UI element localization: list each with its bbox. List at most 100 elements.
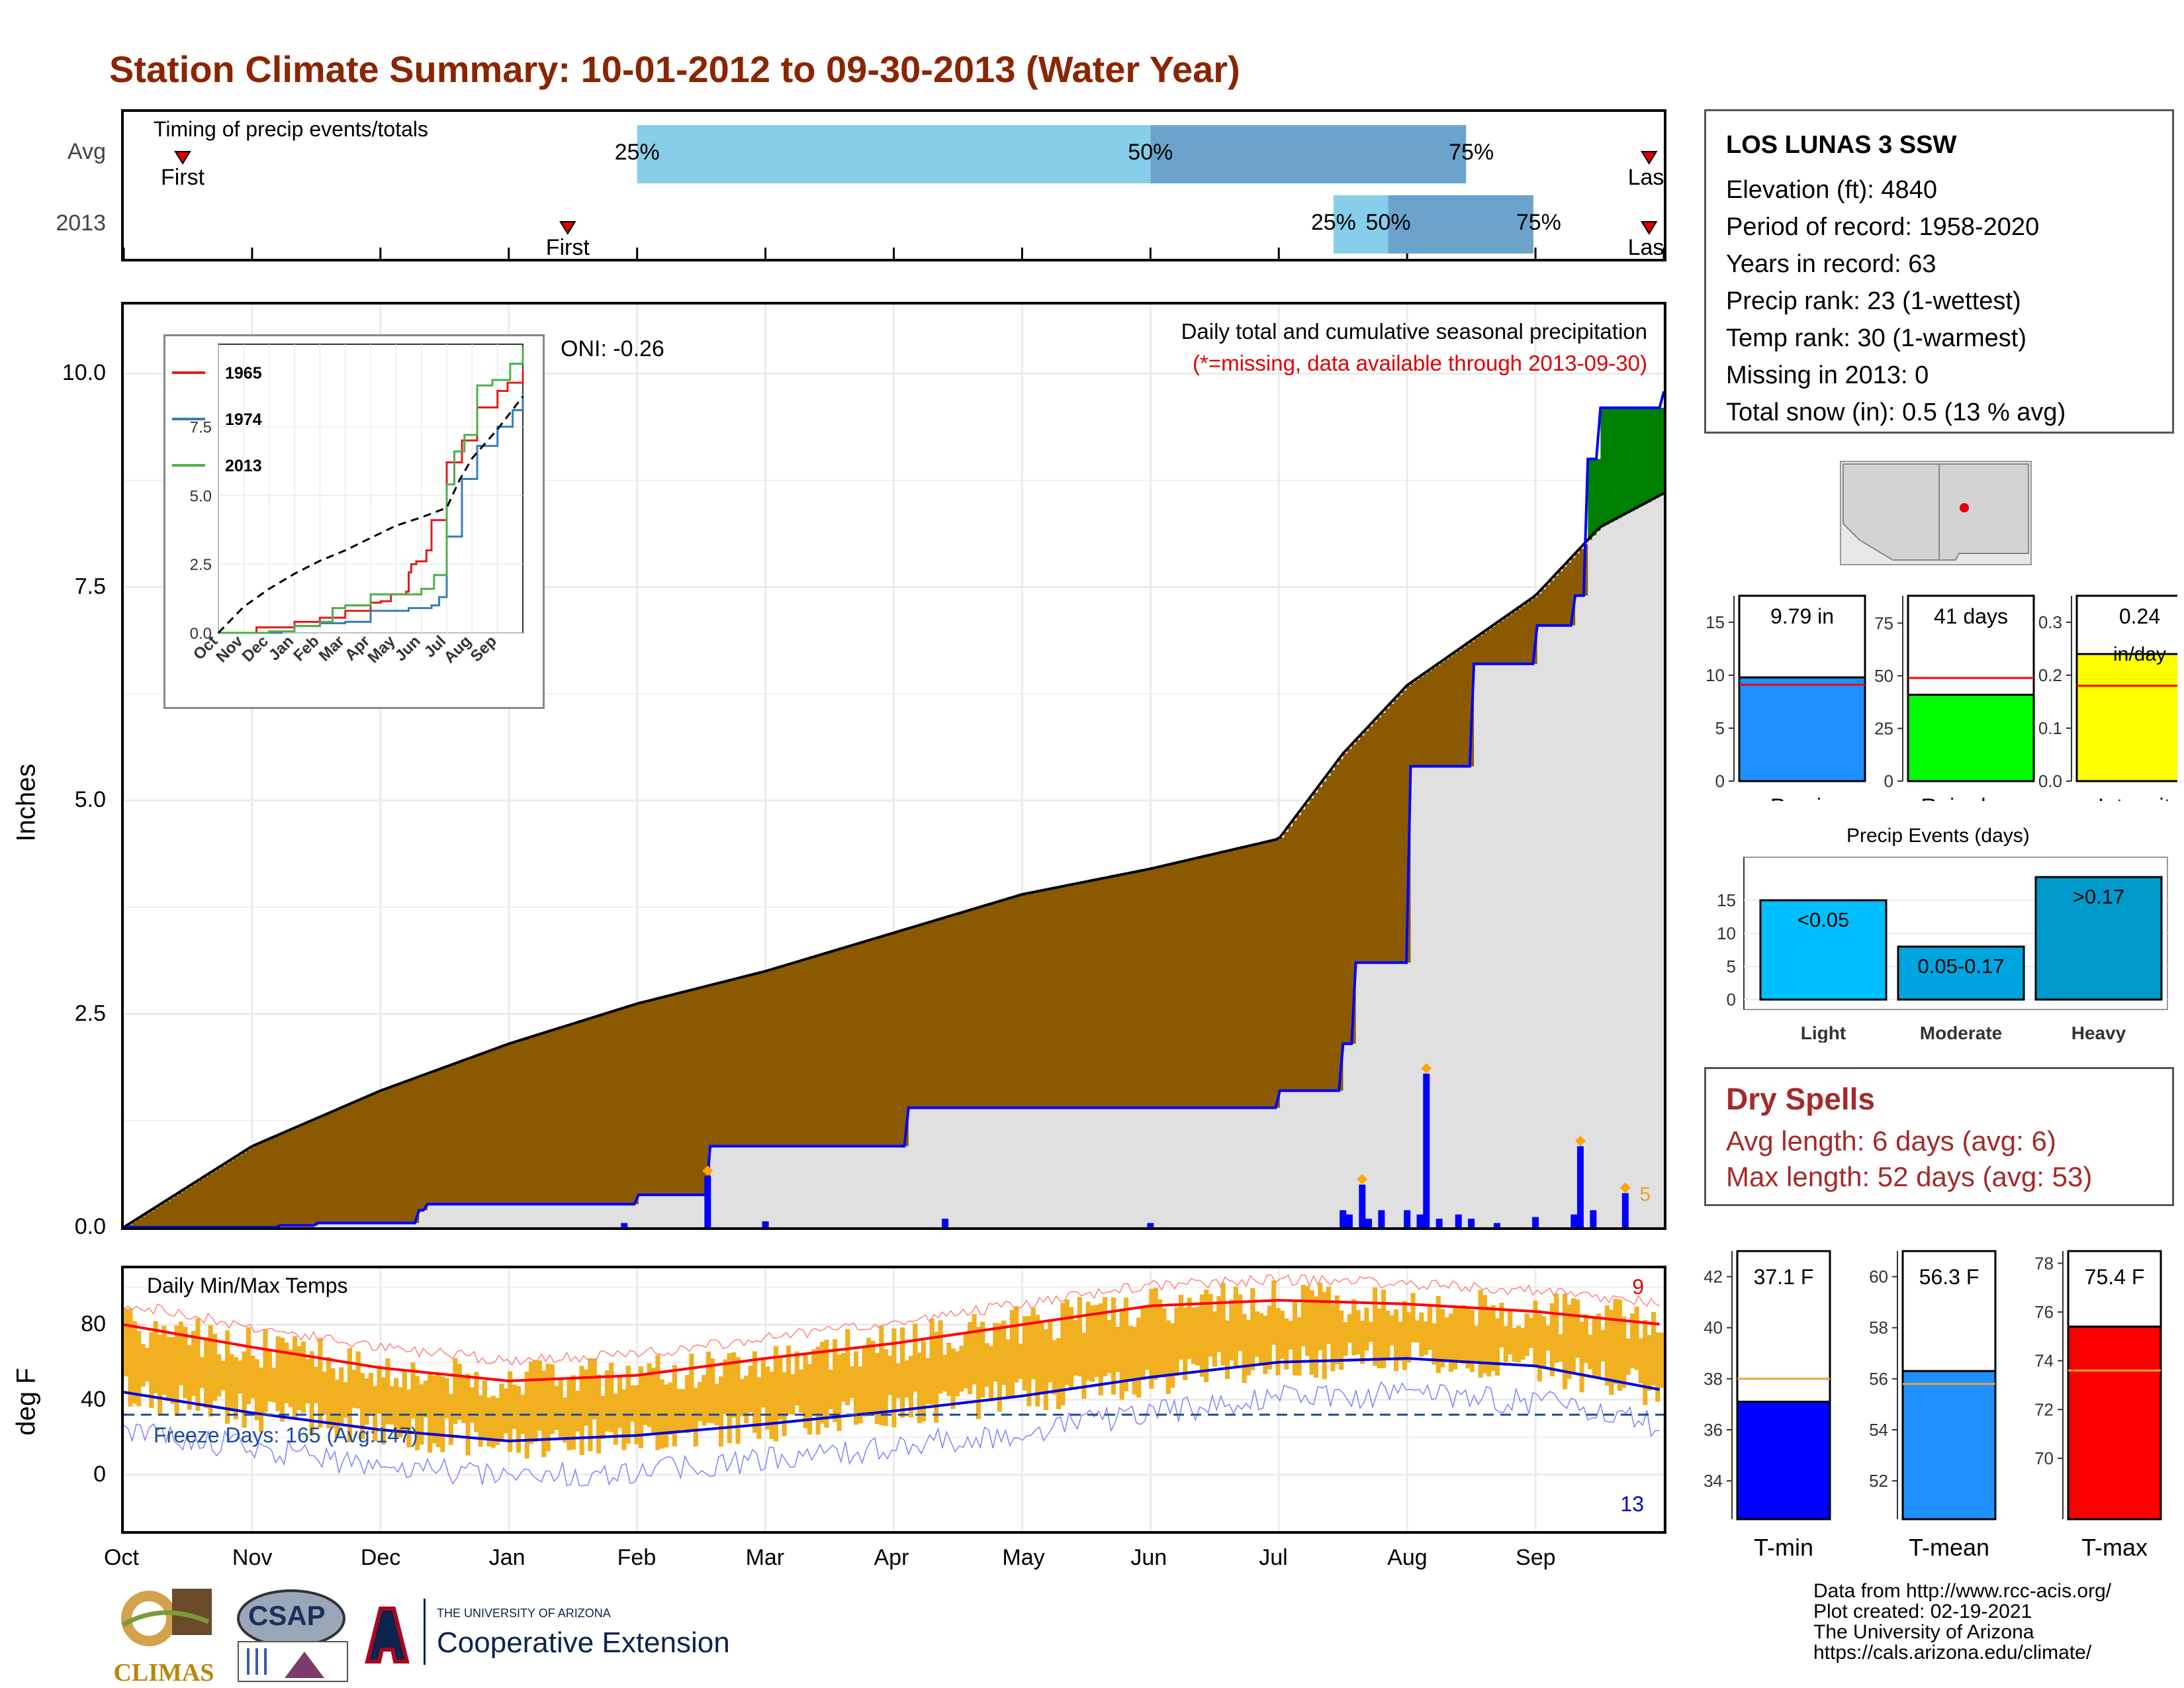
precip-events-bar-label: 0.05-0.17 [1918,955,2005,978]
temp-daily-range-bar [604,1370,610,1432]
temp-daily-range-bar [1144,1305,1150,1370]
temp-daily-range-bar [778,1356,783,1420]
temp-daily-range-bar [1364,1307,1369,1351]
temp-daily-range-bar [630,1385,635,1422]
temp-daily-range-bar [592,1358,597,1420]
temp-daily-range-bar [482,1380,488,1440]
month-axis-label: Sep [1516,1545,1556,1570]
temp-daily-range-bar [1609,1309,1614,1395]
temp-daily-range-bar [634,1385,639,1444]
temp-daily-range-bar [195,1318,201,1411]
temp-daily-range-bar [1423,1321,1428,1355]
precip-events-category: Moderate [1920,1023,2002,1043]
inset-legend-label: 1974 [225,410,262,429]
temp-daily-range-bar [1613,1299,1618,1384]
temp-daily-range-bar [1178,1294,1184,1360]
temp-daily-range-bar [343,1382,348,1418]
temp-daily-range-bar [1233,1286,1238,1368]
inset-legend-label: 2013 [225,457,262,475]
temp-daily-range-bar [963,1332,968,1389]
temp-daily-range-bar [1478,1289,1483,1378]
precip-stat-1-tick-label: 75 [1874,613,1893,633]
temp-daily-range-bar [731,1352,737,1418]
temp-daily-range-bar [1457,1308,1462,1360]
temp-daily-range-bar [1005,1339,1011,1397]
temp-daily-range-bar [1389,1315,1394,1346]
temp-daily-range-bar [1039,1323,1044,1394]
temp-daily-range-bar [199,1356,205,1388]
precip-stat-0-frame [1738,594,1866,679]
month-axis-label: Feb [617,1545,657,1570]
precip-stat-0-bar [1738,676,1866,782]
temp-daily-range-bar [545,1363,551,1452]
precip-daily-bar [1365,1219,1372,1227]
temp-daily-range-bar [723,1359,728,1415]
temp-daily-range-bar [1313,1296,1319,1378]
precip-events-category: Light [1801,1023,1846,1043]
temp-daily-range-bar [381,1377,387,1445]
temp-daily-range-bar [558,1378,563,1438]
temp-daily-range-bar [1149,1288,1154,1389]
temp-daily-range-bar [238,1360,243,1394]
temp-daily-range-bar [1377,1308,1382,1369]
temp-daily-range-bar [1115,1327,1120,1372]
inset-line-2013 [218,347,524,634]
timing-pct-25: 25% [615,140,660,165]
precip-daily-bar [1468,1219,1475,1227]
precip-avg-cumulative-line [124,492,1664,1227]
temp-daily-range-bar [339,1367,344,1426]
temp-stat-2-tick-label: 76 [2034,1302,2054,1322]
precip-stat-1-tick-label: 0 [1884,771,1893,791]
temp-daily-range-bar [1322,1291,1327,1380]
temp-daily-range-bar [617,1374,623,1429]
temp-daily-range-bar [296,1346,302,1411]
precip-daily-bar [1576,1146,1584,1227]
credits: Data from http://www.rcc-acis.org/ Plot … [1813,1581,2111,1663]
timing-bar-2013-q1 [1333,195,1388,254]
temp-daily-range-bar [410,1362,416,1419]
temp-daily-range-bar [984,1343,989,1387]
credits-university: The University of Arizona [1813,1621,2034,1643]
precip-events-bar-label: >0.17 [2073,885,2124,908]
csap-logo-graphic [237,1589,348,1682]
temp-daily-range-bar [174,1325,179,1417]
timing-last-label: Last [1628,235,1664,259]
temp-daily-range-bar [1410,1293,1416,1342]
precip-stat-0-tick-label: 0 [1715,771,1725,791]
temp-daily-range-bar [807,1364,812,1435]
temp-daily-range-bar [773,1346,778,1442]
temp-daily-range-bar [250,1355,255,1399]
inset-month-label: Mar [316,632,348,665]
temp-daily-range-bar [1419,1312,1424,1357]
temp-daily-range-bar [1486,1306,1492,1377]
precip-events-chart: 0 5 10 15 <0.05 Light 0.05-0.17 Moderate >0.17 He… [1717,857,2168,1043]
temp-stat-0-tick-label: 38 [1704,1369,1723,1389]
temp-daily-range-bar [1275,1307,1281,1376]
precip-heavy-marker [1619,1182,1631,1194]
precip-2013-cumulative-line [124,391,1664,1227]
temp-daily-range-bar [1107,1319,1112,1374]
temp-daily-range-bar [1271,1280,1277,1345]
temp-stats-charts: 34 36 38 40 42 37.1 F T-min 52 54 56 58 60 56.3 F T-m… [1704,1250,2162,1561]
temp-daily-range-bar [1629,1313,1635,1368]
precip-stat-label: Intensity [2098,794,2177,801]
month-axis-label: Jun [1130,1545,1167,1570]
inset-ytick-label: 0.0 [190,625,212,643]
temp-daily-range-bar [435,1372,441,1448]
precip-ytick-label: 7.5 [74,573,106,599]
timing-pct-75: 75% [1449,140,1494,165]
temp-stat-1-tick-label: 52 [1869,1471,1888,1491]
station-info: LOS LUNAS 3 SSW Elevation (ft): 4840 Per… [1704,109,2174,434]
temp-daily-range-bar [1524,1313,1529,1356]
temp-daily-range-bar [300,1341,306,1413]
temp-daily-range-bar [1048,1319,1053,1383]
dry-spells-max: Max length: 52 days (avg: 53) [1726,1161,2093,1192]
temp-ytick-label: 0 [93,1461,106,1487]
temp-daily-range-bar [554,1385,559,1430]
temp-daily-range-bar [1625,1338,1631,1375]
precip-daily-bar [1345,1214,1353,1227]
temp-daily-range-bar [1494,1318,1500,1376]
temp-daily-range-bar [563,1397,568,1443]
temp-daily-range-bar [516,1385,522,1453]
temp-daily-range-bar [693,1387,698,1447]
